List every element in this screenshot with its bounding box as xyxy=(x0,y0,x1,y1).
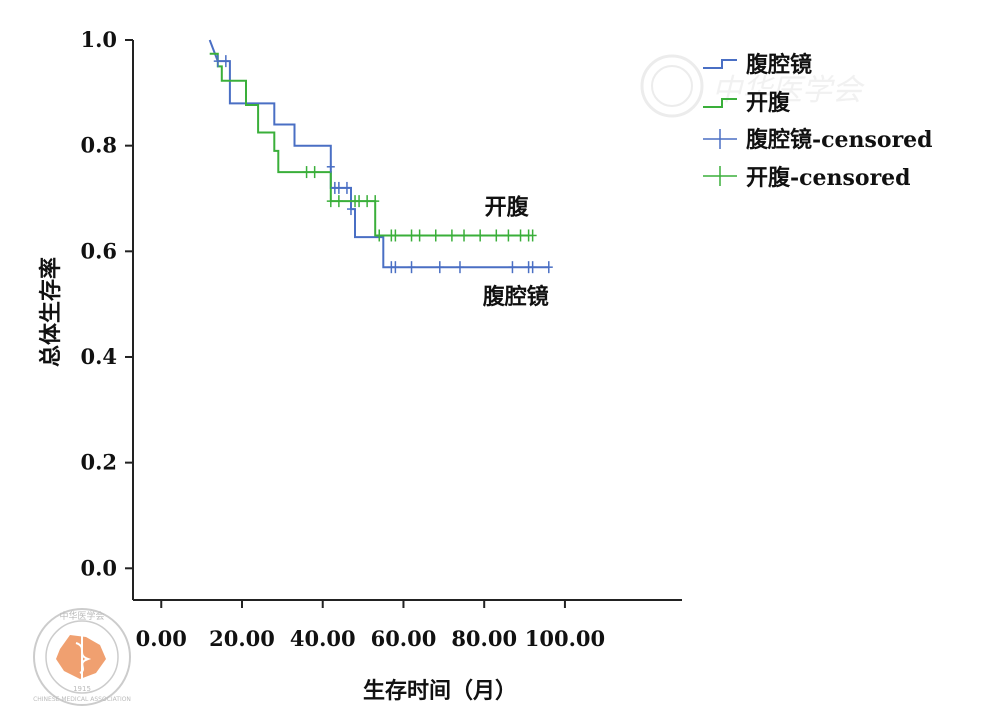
censor-mark-laparoscopic-15 xyxy=(544,261,553,274)
annotation-0: 开腹 xyxy=(485,194,530,220)
censor-mark-open-14 xyxy=(447,229,456,242)
censor-mark-open-3 xyxy=(334,195,343,208)
legend: 腹腔镜 开腹 腹腔镜-censored 开腹-censored xyxy=(703,52,933,191)
censor-mark-laparoscopic-1 xyxy=(221,55,230,68)
censor-mark-open-0 xyxy=(302,166,311,179)
y-tick-label-3: 0.6 xyxy=(80,238,117,263)
x-axis-ticks: 0.00 20.00 40.00 60.00 80.00 100.00 xyxy=(136,600,605,651)
x-tick-label-4: 80.00 xyxy=(451,626,517,651)
censor-mark-open-13 xyxy=(431,229,440,242)
censor-mark-laparoscopic-0 xyxy=(213,55,222,68)
censor-mark-laparoscopic-10 xyxy=(435,261,444,274)
censor-mark-open-2 xyxy=(326,195,335,208)
y-tick-label-0: 0.0 xyxy=(80,555,117,580)
censor-mark-laparoscopic-12 xyxy=(508,261,517,274)
censor-mark-open-19 xyxy=(516,229,525,242)
x-tick-label-5: 100.00 xyxy=(525,626,605,651)
annotation-1: 腹腔镜 xyxy=(483,284,549,310)
curve-laparoscopic xyxy=(208,39,549,269)
legend-item-laparoscopic: 腹腔镜 xyxy=(703,52,812,78)
censor-mark-open-8 xyxy=(375,229,384,242)
legend-item-open-censored: 开腹-censored xyxy=(703,165,911,191)
censor-mark-open-17 xyxy=(492,229,501,242)
staff-of-asclepius-icon xyxy=(75,631,92,683)
censor-mark-laparoscopic-9 xyxy=(407,261,416,274)
censor-mark-laparoscopic-2 xyxy=(326,160,335,173)
censor-mark-laparoscopic-4 xyxy=(334,181,343,194)
y-tick-label-2: 0.4 xyxy=(80,344,117,369)
y-tick-label-4: 0.8 xyxy=(80,133,117,158)
censor-mark-open-5 xyxy=(355,195,364,208)
y-axis-ticks: 0.0 0.2 0.4 0.6 0.8 1.0 xyxy=(80,27,133,580)
x-tick-label-3: 60.00 xyxy=(371,626,437,651)
censor-mark-open-18 xyxy=(504,229,513,242)
censor-mark-open-7 xyxy=(371,195,380,208)
censor-mark-laparoscopic-11 xyxy=(455,261,464,274)
censor-mark-laparoscopic-8 xyxy=(391,261,400,274)
logo-year: 1915 xyxy=(73,685,91,693)
legend-label-laparoscopic-censored: 腹腔镜-censored xyxy=(746,127,933,153)
censor-mark-laparoscopic-6 xyxy=(346,203,355,216)
legend-item-open: 开腹 xyxy=(703,90,791,116)
censor-mark-open-10 xyxy=(391,229,400,242)
watermark-seal: 中华医学会 xyxy=(640,54,865,118)
legend-item-laparoscopic-censored: 腹腔镜-censored xyxy=(703,127,933,153)
x-axis-title: 生存时间（月） xyxy=(363,678,517,704)
censor-mark-open-12 xyxy=(415,229,424,242)
legend-label-open-censored: 开腹-censored xyxy=(746,165,911,191)
legend-label-laparoscopic: 腹腔镜 xyxy=(746,52,812,78)
y-axis-title: 总体生存率 xyxy=(38,257,64,367)
watermark-brand-text: 中华医学会 xyxy=(712,73,865,108)
legend-line-laparoscopic xyxy=(703,59,737,69)
censor-mark-open-15 xyxy=(460,229,469,242)
censor-mark-open-16 xyxy=(476,229,485,242)
legend-label-open: 开腹 xyxy=(746,90,791,116)
x-tick-label-1: 20.00 xyxy=(209,626,275,651)
censor-mark-laparoscopic-5 xyxy=(342,181,351,194)
censor-mark-open-6 xyxy=(363,195,372,208)
x-tick-label-2: 40.00 xyxy=(290,626,356,651)
censor-marks xyxy=(213,55,553,274)
curve-open xyxy=(209,52,529,237)
legend-line-open xyxy=(703,98,737,108)
x-tick-label-0: 0.00 xyxy=(136,626,187,651)
y-tick-label-5: 1.0 xyxy=(80,27,117,52)
logo-ring-text: CHINESE MEDICAL ASSOCIATION xyxy=(33,696,131,703)
chinese-medical-association-logo: 中华医学会 CHINESE MEDICAL ASSOCIATION 1915 xyxy=(33,608,131,706)
censor-mark-open-1 xyxy=(310,166,319,179)
logo-seal-text: 中华医学会 xyxy=(59,610,104,622)
censor-mark-laparoscopic-14 xyxy=(528,261,537,274)
censor-mark-open-11 xyxy=(407,229,416,242)
censor-mark-open-21 xyxy=(528,229,537,242)
y-tick-label-1: 0.2 xyxy=(80,450,117,475)
